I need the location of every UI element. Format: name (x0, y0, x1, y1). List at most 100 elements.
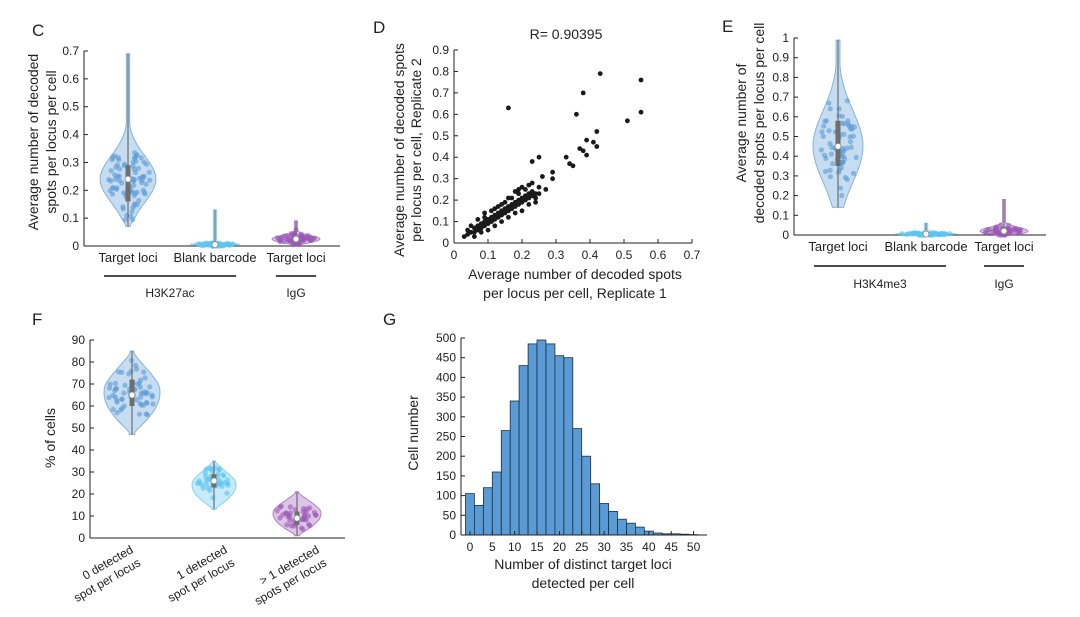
panel-g-y-tick-label: 300 (436, 410, 456, 424)
panel-e-y-tick-label: 1 (782, 31, 789, 45)
panel-d-point (506, 195, 511, 201)
panel-f-violin-point (110, 406, 116, 412)
panel-f-violin-point (307, 505, 313, 511)
panel-d-x-tick-label: 0.5 (616, 248, 633, 262)
panel-d-point (638, 77, 644, 83)
panel-d-x-tick-label: 0.3 (548, 248, 565, 262)
panel-d-points (461, 71, 644, 240)
panel-d-point (468, 223, 474, 229)
panel-f-category-label: 0 detected spot per locus (71, 542, 143, 604)
panel-c-violin-point (116, 173, 122, 179)
panel-d-point (550, 176, 555, 182)
panel-c-violin-point (116, 157, 122, 163)
panel-d-point (468, 229, 474, 235)
panel-e-median-marker (834, 142, 842, 150)
panel-g-x-tick-label: 15 (530, 540, 544, 554)
panel-g-x-tick-label: 20 (553, 540, 567, 554)
panel-e-ylabel-line2: decoded spots per locus per cell (751, 23, 767, 224)
panel-f-violin-point (136, 411, 143, 417)
panel-e-violin-point (932, 230, 938, 236)
panel-g-histogram: Cell number 0501001502002503003504004505… (405, 331, 707, 591)
panel-e-violin-point (905, 231, 912, 237)
panel-letter-d: D (373, 18, 385, 37)
panel-e-violin-point (982, 229, 988, 235)
panel-f-median-marker (293, 514, 301, 522)
panel-c-violin-point (109, 191, 116, 197)
panel-d-point (533, 199, 538, 205)
panel-c-violin-point (131, 178, 137, 184)
panel-d-x-tick-label: 0.2 (514, 248, 531, 262)
panel-f-violin-point (142, 375, 148, 381)
panel-c-violin-point (132, 190, 138, 196)
panel-e-violin-point (836, 106, 842, 112)
panel-e-violin-point (830, 161, 836, 167)
panel-c-violin-point (142, 191, 148, 197)
panel-d-point (461, 234, 467, 240)
panel-e-violin-point (844, 98, 850, 104)
panel-d-point (519, 184, 525, 190)
panel-e-ylabel-line1: Average number of (733, 63, 749, 182)
panel-e-group-label: IgG (994, 277, 1013, 291)
panel-e-violin-point (844, 176, 851, 182)
panel-c-y-tick-label: 0.7 (62, 44, 79, 58)
panel-c-violin-point (112, 153, 118, 159)
panel-d-point (516, 191, 521, 197)
panel-d-point (529, 189, 535, 194)
panel-g-bar (590, 483, 601, 536)
panel-e-violin-point (820, 133, 826, 139)
panel-d-point (506, 105, 511, 111)
panel-g-bar (608, 510, 618, 536)
panel-e-violin-point (841, 131, 847, 137)
panel-d-y-tick-label: 0.3 (432, 172, 449, 186)
panel-g-y-tick-label: 0 (449, 528, 456, 542)
panel-f-violin-point (138, 394, 144, 400)
panel-c-violin-point (129, 209, 135, 215)
panel-f-y-tick-label: 80 (72, 355, 86, 369)
panel-f-violin-point (137, 400, 143, 406)
panel-d-point (472, 229, 477, 235)
panel-d-ylabel-line2: per locus per cell, Replicate 2 (408, 58, 424, 242)
panel-d-point (580, 148, 586, 154)
panel-e-violin-point (939, 230, 945, 236)
panel-f-category-label: > 1 detected spots per locus (252, 542, 329, 607)
panel-f-violin-point (224, 480, 231, 487)
panel-c-violin-point (112, 176, 118, 182)
panel-c-violin-point (136, 175, 143, 181)
panel-c-violin-point (278, 235, 284, 242)
panel-d-point (533, 195, 538, 201)
panel-e-group-label: H3K4me3 (853, 277, 907, 291)
panel-f-violin-point (114, 397, 120, 404)
panel-e-y-tick-label: 0.5 (772, 130, 789, 144)
panel-c-category-label: Target loci (266, 250, 325, 265)
panel-c-violin-point (113, 186, 119, 192)
panel-f-violin-point (150, 401, 156, 407)
panel-d-point (536, 154, 542, 160)
panel-e-violin-point (947, 231, 953, 237)
panel-c-violin-point (108, 178, 114, 184)
panel-letter-c: C (32, 21, 44, 40)
panel-c-violin-point (135, 165, 142, 171)
panel-f-y-tick-label: 40 (72, 443, 86, 457)
panel-c-y-tick-label: 0.1 (62, 211, 79, 225)
panel-f-violin-point (140, 390, 146, 396)
panel-f-violin-point (114, 386, 120, 392)
panel-e-y-tick-label: 0.7 (772, 90, 789, 104)
panel-g-bar (599, 503, 610, 536)
panel-e-violin-point (996, 232, 1002, 238)
panel-f-y-tick-label: 50 (72, 421, 86, 435)
panel-e-median-marker (922, 230, 930, 238)
panel-f-violin-point (274, 508, 280, 514)
panel-f-violin-point (278, 503, 284, 509)
panel-c-violin-chart: Average number of decoded spots per locu… (25, 44, 340, 300)
panel-f-violin-point (141, 369, 147, 375)
panel-letter-f: F (32, 310, 42, 329)
panel-g-bar (500, 430, 511, 536)
panel-g-bar (527, 343, 538, 536)
panel-d-point (529, 159, 535, 164)
panel-d-point (512, 210, 518, 216)
panel-f-violin-point (122, 382, 128, 388)
panel-f-violin-point (107, 381, 113, 387)
panel-c-violins (99, 53, 321, 249)
panel-f-violin-point (287, 504, 293, 510)
panel-d-point (492, 206, 498, 212)
